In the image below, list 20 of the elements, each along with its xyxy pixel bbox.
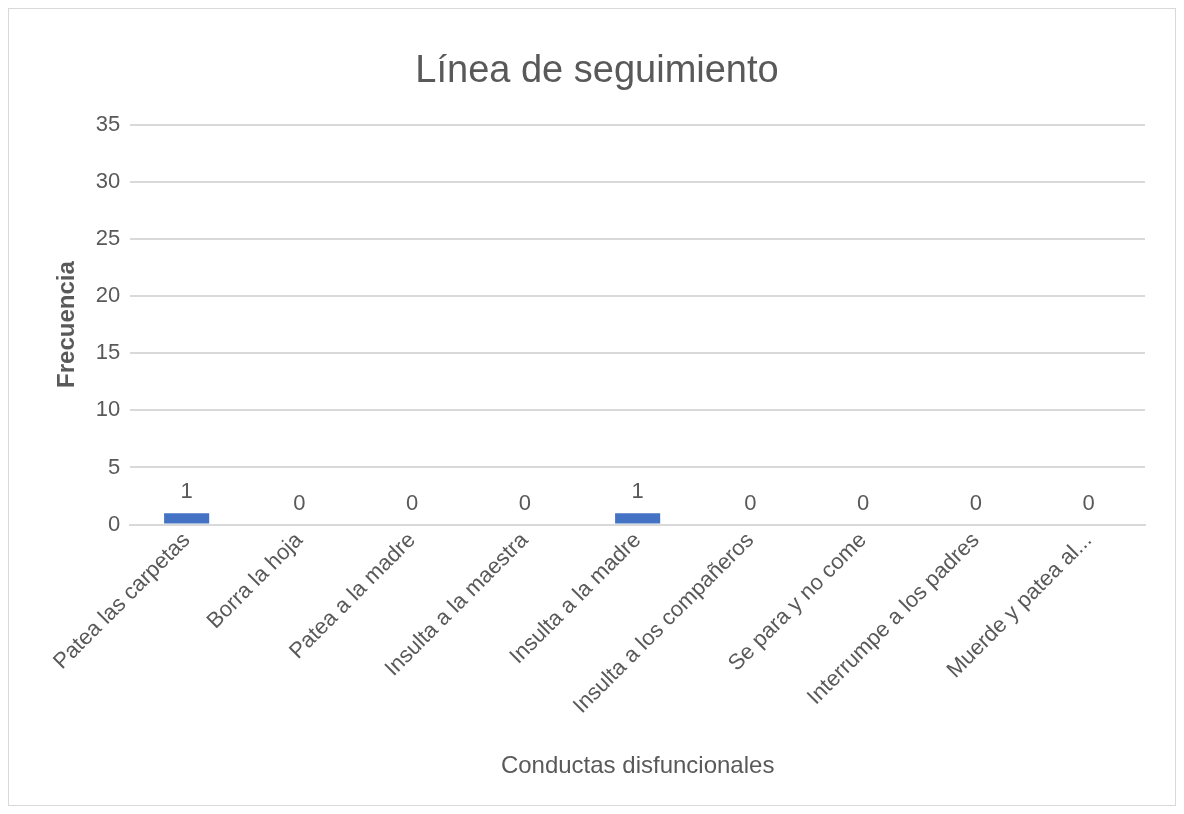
- data-label: 0: [406, 489, 419, 515]
- data-label: 1: [631, 478, 644, 504]
- data-label: 1: [180, 478, 193, 504]
- y-tick-label: 0: [108, 510, 121, 536]
- y-tick-label: 25: [95, 224, 121, 250]
- y-tick-label: 30: [95, 167, 121, 193]
- data-label: 0: [857, 489, 870, 515]
- x-axis-title: Conductas disfuncionales: [500, 751, 775, 779]
- data-label: 0: [969, 489, 982, 515]
- y-tick-label: 10: [95, 396, 121, 422]
- y-tick-label: 15: [95, 339, 121, 365]
- y-tick-label: 5: [108, 453, 121, 479]
- data-label: 0: [293, 489, 306, 515]
- y-tick-label: 35: [95, 110, 121, 136]
- data-label: 0: [744, 489, 757, 515]
- y-tick-label: 20: [95, 282, 121, 308]
- chart-title: Línea de seguimiento: [415, 48, 779, 91]
- y-axis-title: Frecuencia: [52, 260, 80, 388]
- data-label: 0: [518, 489, 532, 515]
- data-label: 0: [1082, 489, 1095, 515]
